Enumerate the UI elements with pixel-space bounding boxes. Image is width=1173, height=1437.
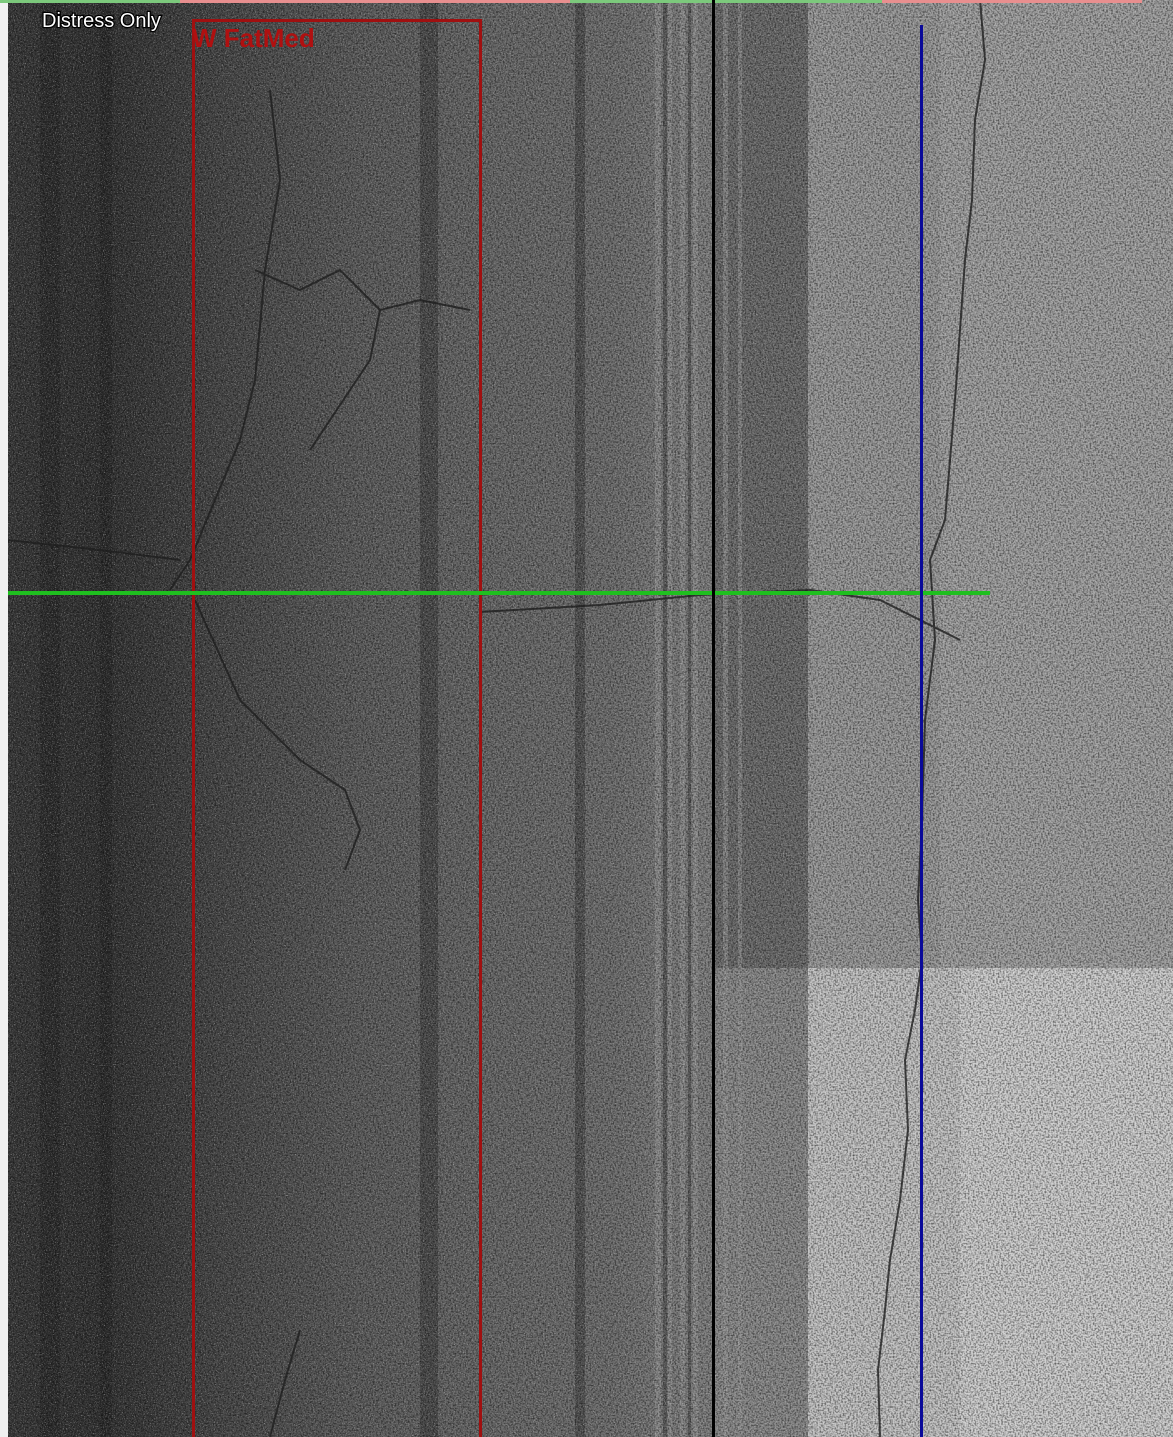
distress-box[interactable] — [192, 19, 482, 1437]
distress-label: W FatMed — [192, 23, 315, 53]
mode-label: Distress Only — [42, 10, 161, 32]
status-bar — [0, 0, 1142, 3]
